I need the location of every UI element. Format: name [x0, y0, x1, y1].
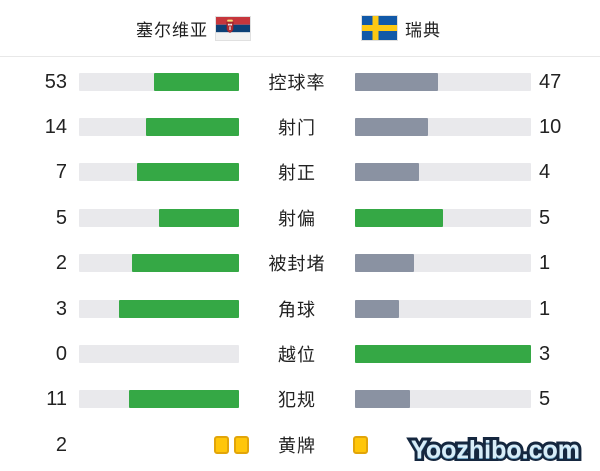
- home-value: 2: [55, 433, 67, 456]
- away-team-name: 瑞典: [405, 20, 441, 40]
- away-team-header: 瑞典: [361, 0, 441, 56]
- away-stat-bar-fill: [355, 345, 531, 364]
- away-yellow-cards: [353, 434, 529, 456]
- home-value: 14: [44, 116, 67, 139]
- home-stat-bar-fill: [119, 299, 239, 318]
- home-stat-bar-fill: [137, 163, 239, 182]
- away-stat-bar-fill: [355, 208, 443, 227]
- home-stat-bar: [79, 163, 239, 182]
- stat-label: 射门: [278, 118, 316, 139]
- away-value: 10: [539, 116, 562, 139]
- yellow-card-icon: [214, 435, 229, 454]
- watermark-text-outline: Yoozhibo.com: [408, 433, 583, 467]
- home-value: 7: [55, 161, 67, 184]
- away-value: 4: [539, 161, 551, 184]
- home-stat-bar-fill: [154, 72, 239, 91]
- away-stat-bar: [355, 254, 531, 273]
- away-value: 47: [539, 70, 562, 93]
- home-stat-bar-fill: [132, 254, 239, 273]
- away-stat-bar: [355, 299, 531, 318]
- home-value: 0: [55, 343, 67, 366]
- header: 塞尔维亚 瑞典: [0, 0, 600, 57]
- stat-row: 2 被封堵 1: [0, 241, 600, 286]
- home-stat-bar: [79, 254, 239, 273]
- away-value: 5: [539, 206, 551, 229]
- away-stat-bar-fill: [355, 299, 399, 318]
- stat-row: 3 角球 1: [0, 286, 600, 331]
- home-value: 11: [46, 388, 67, 411]
- away-stat-bar: [355, 163, 531, 182]
- away-value: 3: [539, 343, 551, 366]
- away-stat-bar: [355, 72, 531, 91]
- home-stat-bar: [79, 345, 239, 364]
- stat-row: 11 犯规 5: [0, 377, 600, 422]
- home-value: 53: [44, 70, 67, 93]
- away-stat-bar: [355, 208, 531, 227]
- stat-label: 射偏: [278, 208, 316, 229]
- stat-row: 0 越位 3: [0, 331, 600, 376]
- stat-label: 控球率: [268, 72, 326, 93]
- stat-row: 7 射正 4: [0, 150, 600, 195]
- serbia-flag-icon: [215, 15, 251, 41]
- stat-label: 射正: [278, 163, 316, 184]
- stat-label: 黄牌: [278, 435, 316, 456]
- watermark: Yoozhibo.com Yoozhibo.com: [400, 433, 583, 467]
- stat-label: 角球: [278, 299, 316, 320]
- home-team-name: 塞尔维亚: [136, 20, 208, 40]
- away-stat-bar-fill: [355, 254, 414, 273]
- stat-row: 53 控球率 47: [0, 59, 600, 104]
- home-stat-bar-fill: [159, 208, 239, 227]
- away-stat-bar-fill: [355, 390, 410, 409]
- home-stat-bar: [79, 390, 239, 409]
- home-stat-bar: [79, 299, 239, 318]
- stat-row: 14 射门 10: [0, 104, 600, 149]
- home-value: 5: [55, 206, 67, 229]
- home-stat-bar-fill: [145, 118, 239, 137]
- away-value: 5: [539, 388, 551, 411]
- away-stat-bar-fill: [355, 72, 438, 91]
- yellow-card-icon: [353, 435, 368, 454]
- stat-row: 2 黄牌: [0, 422, 600, 467]
- home-yellow-cards: [89, 434, 249, 456]
- sweden-flag-icon: [361, 15, 398, 41]
- watermark-text: Yoozhibo.com: [411, 436, 580, 464]
- stats-rows: 53 控球率 47 14 射门 10 7 射正 4 5 射偏 5 2 被封堵 1 3 角球 1 0 越位 3 11 犯规 5 2…: [0, 59, 600, 468]
- home-value: 2: [55, 252, 67, 275]
- home-stat-bar: [79, 208, 239, 227]
- away-stat-bar: [355, 345, 531, 364]
- away-stat-bar-fill: [355, 163, 419, 182]
- away-stat-bar: [355, 390, 531, 409]
- home-value: 3: [55, 297, 67, 320]
- stat-label: 越位: [278, 345, 316, 366]
- home-stat-bar: [79, 72, 239, 91]
- away-value: 1: [539, 297, 551, 320]
- away-stat-bar-fill: [355, 118, 429, 137]
- stat-label: 被封堵: [268, 254, 326, 275]
- stat-label: 犯规: [278, 390, 316, 411]
- away-value: 1: [539, 252, 551, 275]
- yellow-card-icon: [234, 435, 249, 454]
- stat-row: 5 射偏 5: [0, 195, 600, 240]
- home-stat-bar: [79, 118, 239, 137]
- away-stat-bar: [355, 118, 531, 137]
- home-stat-bar-fill: [129, 390, 239, 409]
- home-team-header: 塞尔维亚: [136, 0, 251, 56]
